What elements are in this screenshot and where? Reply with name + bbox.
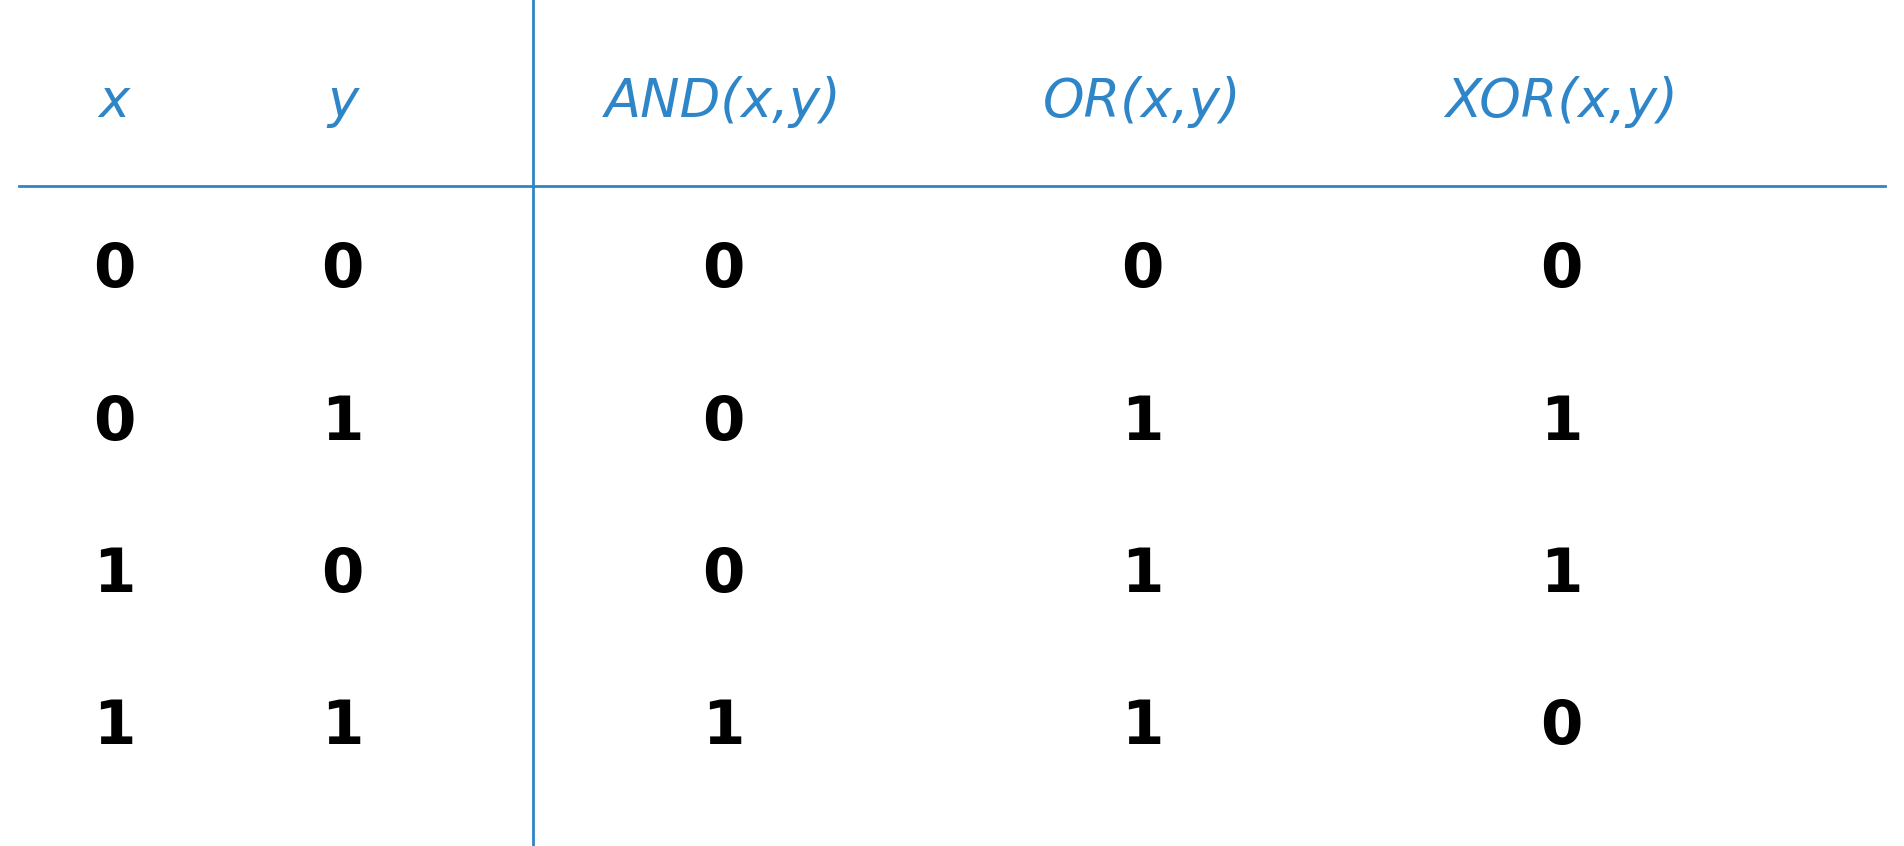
Text: 0: 0 bbox=[1540, 698, 1582, 757]
Text: 0: 0 bbox=[1121, 241, 1163, 300]
Text: 1: 1 bbox=[1121, 393, 1163, 453]
Text: AND(x,y): AND(x,y) bbox=[605, 75, 842, 128]
Text: 0: 0 bbox=[93, 393, 135, 453]
Text: 0: 0 bbox=[703, 546, 744, 605]
Text: 0: 0 bbox=[93, 241, 135, 300]
Text: 0: 0 bbox=[703, 393, 744, 453]
Text: XOR(x,y): XOR(x,y) bbox=[1445, 75, 1677, 128]
Text: x: x bbox=[99, 75, 129, 128]
Text: 1: 1 bbox=[1121, 698, 1163, 757]
Text: 0: 0 bbox=[703, 241, 744, 300]
Text: 0: 0 bbox=[322, 546, 364, 605]
Text: 1: 1 bbox=[322, 393, 364, 453]
Text: 1: 1 bbox=[1540, 546, 1582, 605]
Text: 1: 1 bbox=[1540, 393, 1582, 453]
Text: OR(x,y): OR(x,y) bbox=[1043, 75, 1241, 128]
Text: 0: 0 bbox=[322, 241, 364, 300]
Text: 1: 1 bbox=[1121, 546, 1163, 605]
Text: 1: 1 bbox=[322, 698, 364, 757]
Text: 1: 1 bbox=[93, 546, 135, 605]
Text: 0: 0 bbox=[1540, 241, 1582, 300]
Text: 1: 1 bbox=[93, 698, 135, 757]
Text: y: y bbox=[327, 75, 358, 128]
Text: 1: 1 bbox=[703, 698, 744, 757]
